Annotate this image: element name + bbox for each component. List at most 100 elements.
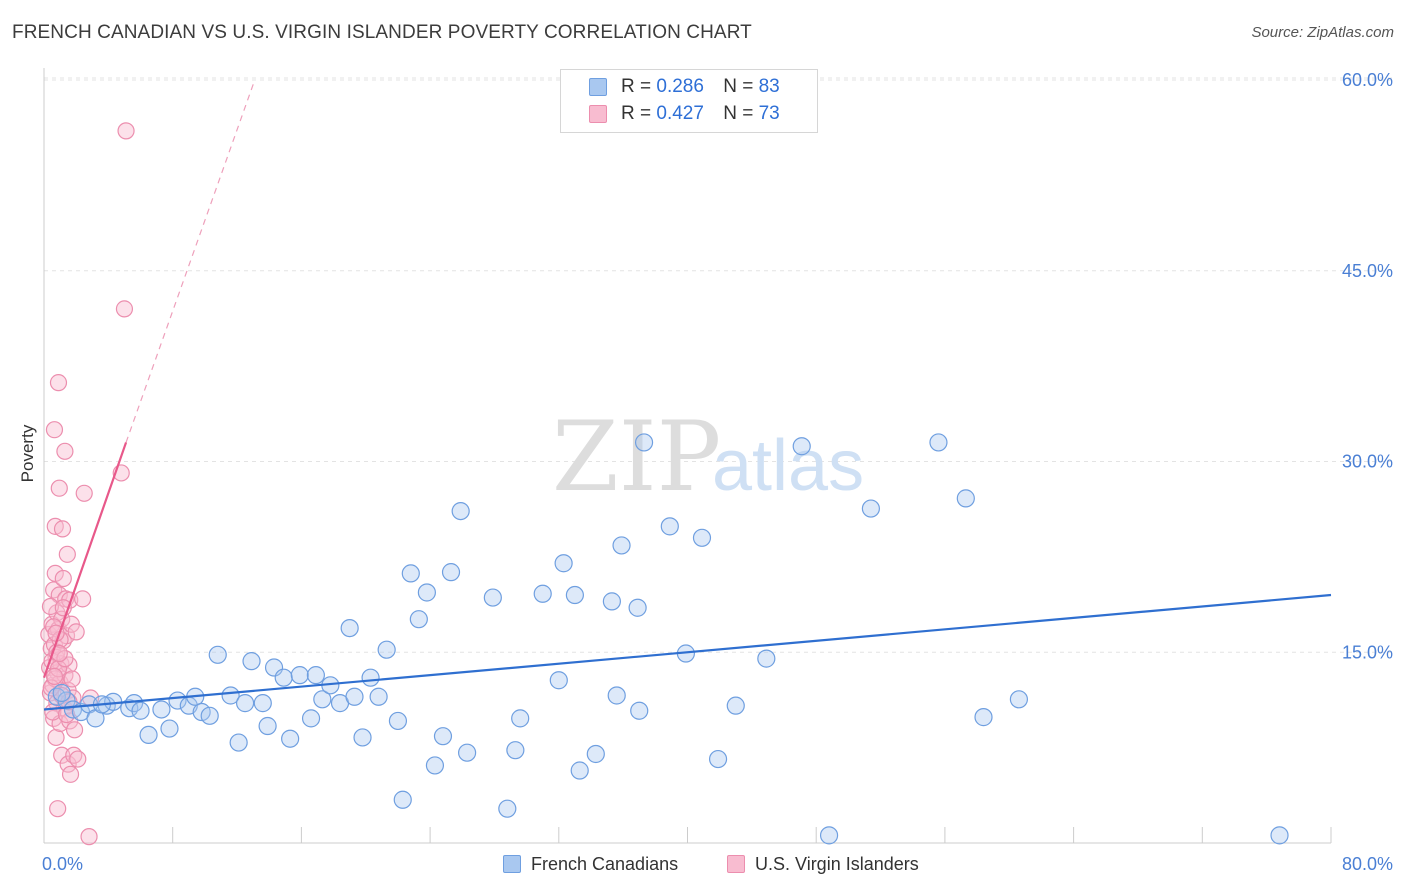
legend-n-label: N = (723, 76, 754, 97)
data-point-french-canadians (458, 743, 477, 762)
data-point-virgin-islanders (63, 670, 81, 688)
data-point-french-canadians (554, 554, 573, 573)
data-point-french-canadians (549, 671, 568, 690)
data-point-virgin-islanders (45, 667, 64, 686)
data-point-virgin-islanders (45, 421, 64, 439)
source-credit: Source: ZipAtlas.com (1251, 24, 1394, 41)
legend-label: U.S. Virgin Islanders (755, 854, 919, 874)
data-point-virgin-islanders (49, 800, 67, 818)
data-point-virgin-islanders (41, 597, 60, 616)
series-french-canadians (47, 433, 1289, 845)
data-point-french-canadians (152, 700, 171, 719)
data-point-virgin-islanders (59, 755, 77, 773)
data-point-french-canadians (353, 728, 372, 747)
legend-swatch-pink (589, 105, 607, 123)
data-point-french-canadians (974, 708, 993, 727)
data-point-french-canadians (565, 585, 584, 605)
data-point-french-canadians (451, 501, 470, 521)
tick-labels: 15.0% 30.0% 45.0% 60.0% 0.0% 80.0% (42, 70, 1393, 874)
data-point-virgin-islanders (56, 442, 74, 460)
data-point-virgin-islanders (61, 765, 80, 783)
data-point-french-canadians (160, 719, 179, 738)
data-point-french-canadians (221, 686, 240, 705)
data-point-french-canadians (229, 733, 248, 752)
data-point-french-canadians (200, 706, 219, 725)
data-point-french-canadians (433, 727, 453, 746)
data-point-virgin-islanders (53, 746, 71, 764)
data-point-french-canadians (586, 744, 605, 764)
data-point-french-canadians (425, 756, 445, 775)
data-point-french-canadians (377, 640, 396, 659)
x-tick-label: 80.0% (1342, 854, 1393, 874)
legend-r-label: R = (621, 76, 652, 97)
y-tick-label: 60.0% (1342, 70, 1393, 90)
gridlines (44, 77, 1394, 653)
data-point-virgin-islanders (58, 545, 76, 563)
data-point-virgin-islanders (47, 728, 65, 747)
data-point-french-canadians (393, 790, 412, 809)
data-point-virgin-islanders (67, 623, 85, 641)
legend-n-label: N = (723, 103, 754, 124)
series-virgin-islanders (40, 122, 135, 846)
data-point-virgin-islanders (65, 721, 84, 739)
data-point-french-canadians (409, 610, 428, 629)
data-point-french-canadians (692, 528, 712, 547)
data-point-french-canadians (630, 701, 649, 720)
data-point-french-canadians (235, 694, 255, 713)
data-point-french-canadians (361, 668, 380, 687)
data-point-french-canadians (708, 749, 728, 769)
data-point-virgin-islanders (54, 569, 72, 588)
data-point-french-canadians (242, 652, 261, 671)
data-point-french-canadians (258, 716, 277, 736)
data-point-virgin-islanders (117, 122, 135, 140)
data-point-french-canadians (792, 437, 811, 456)
data-point-french-canadians (417, 583, 436, 602)
bottom-legend-french-canadians: French Canadians (503, 852, 678, 876)
y-tick-label: 45.0% (1342, 261, 1393, 281)
data-point-virgin-islanders (80, 828, 98, 846)
chart-title: FRENCH CANADIAN VS U.S. VIRGIN ISLANDER … (12, 22, 752, 43)
data-point-french-canadians (612, 536, 631, 555)
data-point-french-canadians (1270, 826, 1289, 845)
legend-label: French Canadians (531, 854, 679, 874)
x-tick-label: 0.0% (42, 854, 83, 874)
data-point-french-canadians (52, 683, 71, 703)
data-point-virgin-islanders (115, 300, 134, 318)
data-point-french-canadians (607, 686, 626, 705)
data-point-french-canadians (401, 564, 420, 583)
data-point-french-canadians (301, 709, 321, 728)
data-point-virgin-islanders (49, 660, 68, 678)
data-point-french-canadians (388, 711, 408, 731)
data-point-french-canadians (861, 499, 880, 518)
bottom-legend-virgin-islanders: U.S. Virgin Islanders (727, 852, 919, 876)
legend-swatch-blue (503, 855, 521, 873)
data-point-virgin-islanders (50, 479, 68, 497)
legend-row-french-canadians: R = 0.286 N = 83 (589, 74, 780, 100)
watermark-atlas: atlas (712, 426, 864, 506)
data-point-french-canadians (253, 694, 272, 713)
trend-lines (42, 79, 1332, 711)
watermark-zip: ZIP (552, 401, 721, 513)
data-point-french-canadians (602, 592, 621, 611)
legend-r-value: 0.427 (656, 103, 704, 124)
data-point-french-canadians (483, 588, 502, 607)
data-point-french-canadians (306, 666, 325, 685)
data-point-virgin-islanders (74, 590, 92, 608)
data-point-french-canadians (570, 761, 589, 780)
trend-line-french-canadians (43, 593, 1332, 711)
data-point-french-canadians (274, 668, 293, 687)
legend-swatch-pink (727, 855, 745, 873)
data-point-french-canadians (1009, 690, 1029, 709)
data-point-virgin-islanders (75, 484, 93, 502)
axes (43, 68, 1332, 844)
legend-r-label: R = (621, 103, 652, 124)
data-point-french-canadians (726, 696, 745, 715)
legend-row-virgin-islanders: R = 0.427 N = 73 (589, 101, 780, 127)
data-point-french-canadians (441, 563, 461, 582)
watermark: ZIP atlas (552, 401, 864, 513)
data-point-french-canadians (369, 687, 388, 706)
data-point-french-canadians (506, 741, 525, 760)
y-axis-label: Poverty (18, 424, 37, 482)
legend-swatch-blue (589, 78, 607, 96)
data-point-french-canadians (120, 699, 139, 718)
